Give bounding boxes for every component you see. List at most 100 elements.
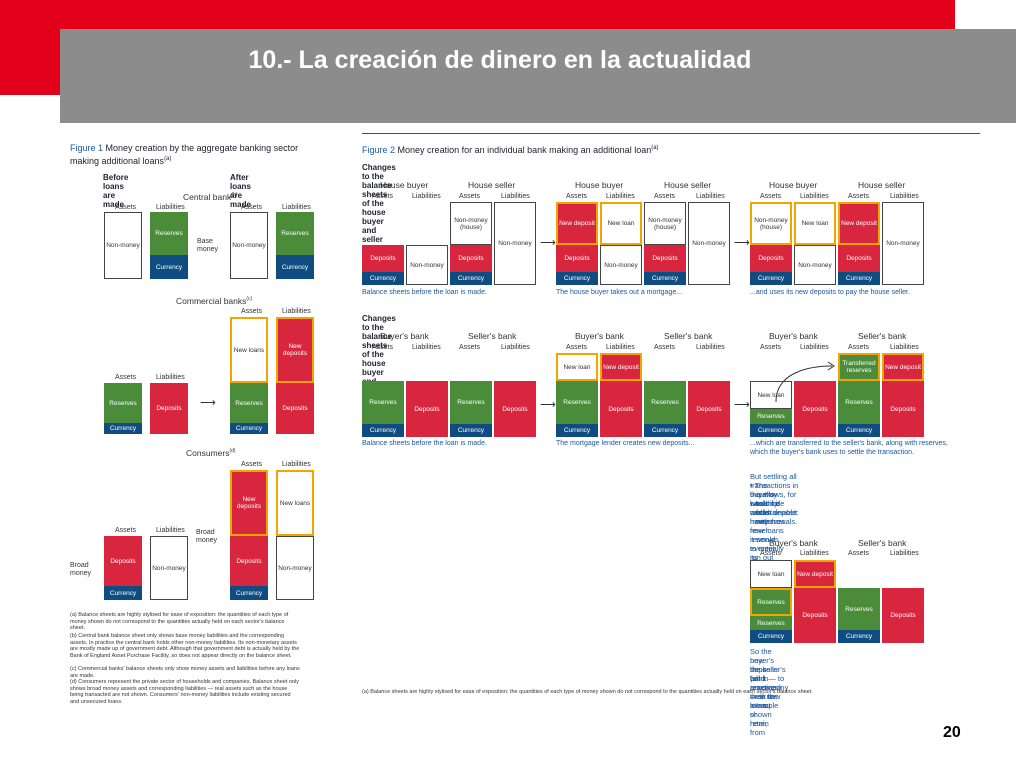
cs-after-currency: Currency xyxy=(230,586,268,600)
r3-seller-liab: Liabilities xyxy=(890,550,919,557)
r2a-buyer-deposits: Deposits xyxy=(406,381,448,437)
r1b-seller-label: House seller xyxy=(664,180,712,190)
r1b-buyer-new-deposit: New deposit xyxy=(556,202,598,245)
cb-after-currency: Currency xyxy=(276,255,314,279)
r3-seller-currency: Currency xyxy=(838,630,880,643)
r1b-buyer-liab: Liabilities xyxy=(606,193,635,200)
r2a-seller-currency: Currency xyxy=(450,424,492,437)
r2a-buyer-assets: Assets xyxy=(372,344,394,351)
r2a-buyer-bank-label: Buyer's bank xyxy=(380,331,429,341)
r1a-seller-label: House seller xyxy=(468,180,516,190)
r1b-seller-assets: Assets xyxy=(654,193,676,200)
cs-before-deposits: Deposits xyxy=(104,536,142,586)
cs-after-non-money: Non-money xyxy=(276,536,314,600)
r1c-seller-currency: Currency xyxy=(838,272,880,285)
r1a-buyer-assets: Assets xyxy=(372,193,394,200)
r2c-seller-reserves: Reserves xyxy=(838,381,880,424)
final-line-2: new deposits (and reserves) — in the exa… xyxy=(750,656,782,737)
consumers-label: Consumers(d) xyxy=(186,448,236,458)
r1b-arrow-icon: ⟶ xyxy=(734,237,750,249)
cs-after-assets-top: Assets xyxy=(241,461,263,468)
note-line-1: But settling all transactions in this wa… xyxy=(750,472,799,517)
cm-before-currency: Currency xyxy=(104,423,142,434)
cs-after-new-deposits: New deposits xyxy=(230,470,268,536)
r3-seller-bank-label: Seller's bank xyxy=(858,538,907,548)
fig1-footnote-a: (a) Balance sheets are highly stylised f… xyxy=(70,612,289,631)
cb-after-assets: Assets xyxy=(241,204,263,211)
cm-after-liabilities-top: Liabilities xyxy=(282,308,311,315)
r3-buyer-new-deposit: New deposit xyxy=(794,560,836,588)
r1b-buyer-label: House buyer xyxy=(575,180,624,190)
r3-buyer-new-loan: New loan xyxy=(750,560,792,588)
r2b-seller-reserves: Reserves xyxy=(644,381,686,424)
central-bank-sup: (b) xyxy=(231,192,238,199)
figure-2-label: Figure 2 xyxy=(362,145,396,155)
r1c-caption: ...and uses its new deposits to pay the … xyxy=(750,289,910,296)
r2c-seller-assets: Assets xyxy=(848,344,870,351)
fig1-footnote-c: (c) Commercial banks' balance sheets onl… xyxy=(70,666,300,679)
r2c-buyer-assets: Assets xyxy=(760,344,782,351)
r2c-buyer-liab: Liabilities xyxy=(800,344,829,351)
commercial-banks-text: Commercial banks xyxy=(176,296,247,306)
r1a-buyer-liab: Liabilities xyxy=(412,193,441,200)
note-line-5: of reserves. xyxy=(756,508,787,526)
r1b-seller-non-money-house: Non-money (house) xyxy=(644,202,686,245)
cb-before-assets: Assets xyxy=(115,204,137,211)
cb-after-non-money: Non-money xyxy=(230,212,268,279)
r2b-arrow-icon: ⟶ xyxy=(734,399,750,411)
cb-before-liabilities: Liabilities xyxy=(156,204,185,211)
r2a-buyer-reserves: Reserves xyxy=(362,381,404,424)
r3-buyer-deposits: Deposits xyxy=(794,588,836,643)
r1b-buyer-new-loan: New loan xyxy=(600,202,642,245)
r2c-buyer-reserves: Reserves xyxy=(750,409,792,424)
r2b-buyer-new-loan: New loan xyxy=(556,353,598,381)
left-red-band xyxy=(0,0,60,95)
r2b-seller-currency: Currency xyxy=(644,424,686,437)
note-line-4: • And if it made many new loans it would… xyxy=(750,499,784,562)
r2a-arrow-icon: ⟶ xyxy=(540,399,556,411)
r1b-buyer-non-money: Non-money xyxy=(600,245,642,285)
cb-after-reserves: Reserves xyxy=(276,212,314,255)
top-red-band xyxy=(0,0,955,30)
r2b-buyer-reserves: Reserves xyxy=(556,381,598,424)
r1a-arrow-icon: ⟶ xyxy=(540,237,556,249)
r1b-buyer-deposits: Deposits xyxy=(556,245,598,272)
r2b-buyer-deposits: Deposits xyxy=(600,381,642,437)
cm-after-assets-top: Assets xyxy=(241,308,263,315)
r1c-seller-deposits: Deposits xyxy=(838,245,880,272)
r1c-buyer-deposits: Deposits xyxy=(750,245,792,272)
r1a-seller-non-money-house: Non-money (house) xyxy=(450,202,492,245)
r1a-buyer-non-money: Non-money xyxy=(406,245,448,285)
cs-after-deposits: Deposits xyxy=(230,536,268,586)
r1b-caption: The house buyer takes out a mortgage... xyxy=(556,289,683,296)
r2b-seller-bank-label: Seller's bank xyxy=(664,331,713,341)
title-bar xyxy=(60,29,1016,123)
page-number: 20 xyxy=(943,724,961,741)
r1a-seller-currency: Currency xyxy=(450,272,492,285)
fig1-footnote-b: (b) Central bank balance sheet only show… xyxy=(70,633,300,659)
r2a-seller-liab: Liabilities xyxy=(501,344,530,351)
figure-2-rule xyxy=(362,133,980,134)
consumers-sup: (d) xyxy=(229,448,236,455)
cs-before-liabilities: Liabilities xyxy=(156,527,185,534)
central-bank-label: Central bank(b) xyxy=(183,192,237,202)
r2c-seller-liab: Liabilities xyxy=(890,344,919,351)
before-loans-label: Before loans are made xyxy=(103,173,129,209)
transfer-arrow-icon xyxy=(775,361,835,403)
r1c-seller-non-money: Non-money xyxy=(882,202,924,285)
figure-1-label: Figure 1 xyxy=(70,143,104,153)
r2b-buyer-liab: Liabilities xyxy=(606,344,635,351)
r2a-seller-bank-label: Seller's bank xyxy=(468,331,517,341)
r1b-seller-currency: Currency xyxy=(644,272,686,285)
after-loans-label: After loans are made xyxy=(230,173,251,209)
r2b-buyer-bank-label: Buyer's bank xyxy=(575,331,624,341)
r1c-seller-assets: Assets xyxy=(848,193,870,200)
r2c-caption-line-1: ...which are transferred to the seller's… xyxy=(750,440,948,447)
figure-1-title: Figure 1 Money creation by the aggregate… xyxy=(70,143,300,167)
cm-before-assets: Assets xyxy=(115,374,137,381)
r3-buyer-assets: Assets xyxy=(760,550,782,557)
r2c-seller-currency: Currency xyxy=(838,424,880,437)
r3-seller-deposits: Deposits xyxy=(882,588,924,643)
r2a-seller-reserves: Reserves xyxy=(450,381,492,424)
figure-2-caption: Money creation for an individual bank ma… xyxy=(397,145,652,155)
